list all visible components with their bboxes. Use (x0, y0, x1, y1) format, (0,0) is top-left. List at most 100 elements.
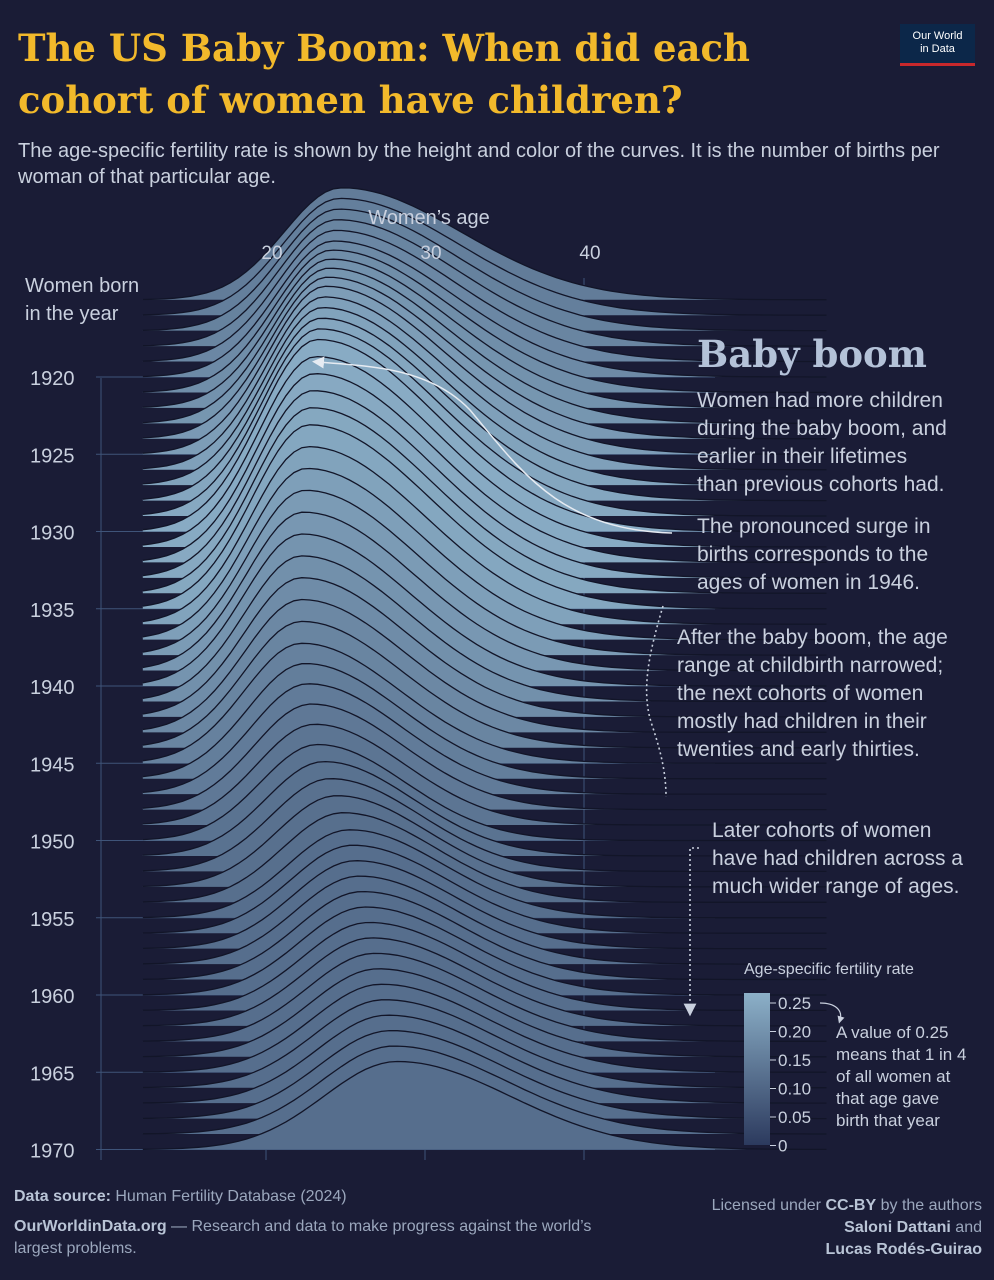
ridge-line-1937 (142, 467, 827, 641)
y-axis-title-line1: Women born (25, 275, 139, 297)
note1-line: than previous cohorts had. (697, 473, 945, 496)
ridge-line-1926 (142, 296, 827, 471)
ridge-line-1920 (142, 240, 827, 378)
x-axis-title: Women’s age (368, 207, 490, 229)
ridge-line-1929 (142, 328, 827, 517)
legend-ticks: 0.25 0.20 0.15 0.10 0.05 0 (770, 994, 811, 1156)
ridge-line-1922 (142, 258, 827, 409)
y-tick-label: 1970 (30, 1141, 75, 1163)
note4-line: Later cohorts of women (712, 819, 931, 842)
ridge-line-1933 (142, 390, 827, 579)
ridge-line-1966 (142, 999, 827, 1089)
x-tick-label: 20 (261, 243, 282, 264)
y-tick-label: 1930 (30, 523, 75, 545)
x-tick-label: 40 (579, 243, 600, 264)
legend-tick-label: 0 (778, 1137, 787, 1156)
ridge-line-1941 (142, 555, 827, 703)
narrowing-bracket (645, 605, 667, 798)
note2-line: ages of women in 1946. (697, 571, 920, 594)
ridge-line-1955 (142, 829, 827, 919)
ridge-line-1935 (142, 424, 827, 610)
site-tagline: — Research and data to make progress aga… (14, 1218, 592, 1257)
license-link[interactable]: CC-BY (825, 1197, 877, 1214)
note3-line: After the baby boom, the age (677, 626, 948, 649)
note1-line: Women had more children (697, 389, 943, 412)
note3-line: mostly had children in their (677, 710, 927, 733)
y-tick-label: 1935 (30, 600, 75, 622)
ridge-line-1927 (142, 306, 827, 486)
authors-and: and (955, 1219, 982, 1236)
ridge-series (142, 187, 827, 1151)
baby-boom-heading: Baby boom (697, 332, 927, 376)
ridge-line-1945 (142, 642, 827, 764)
ridge-line-1958 (142, 875, 827, 965)
ridge-line-1949 (142, 723, 827, 826)
legend-note-arrow (819, 1002, 845, 1024)
note2-line: The pronounced surge in (697, 515, 931, 538)
y-tick-label: 1925 (30, 445, 75, 467)
ridge-line-1970 (142, 1060, 827, 1151)
ridge-line-1924 (142, 276, 827, 440)
ridge-line-1939 (142, 511, 827, 672)
x-tick-label: 30 (420, 243, 441, 264)
owid-logo[interactable]: Our World in Data (900, 24, 975, 66)
ridge-line-1916 (142, 197, 827, 316)
ridge-line-1965 (142, 983, 827, 1073)
ridge-line-1952 (142, 778, 827, 873)
author-1: Saloni Dattani (844, 1219, 951, 1236)
author-2: Lucas Rodés-Guirao (825, 1241, 982, 1258)
y-tick-label: 1965 (30, 1063, 75, 1085)
ridge-line-1956 (142, 844, 827, 934)
site-link[interactable]: OurWorldinData.org (14, 1218, 167, 1235)
ridge-line-1968 (142, 1029, 827, 1120)
note3-line: the next cohorts of women (677, 682, 923, 705)
ridge-fill-1970 (142, 1061, 827, 1150)
ridge-line-1936 (142, 445, 827, 625)
legend-tick-label: 0.05 (778, 1108, 811, 1127)
ridge-line-1950 (142, 743, 827, 842)
legend_note-line: means that 1 in 4 (836, 1045, 966, 1064)
y-axis-title-line2: in the year (25, 303, 119, 325)
annotation-notes: Women had more children during the baby b… (677, 389, 966, 1130)
y-tick-label: 1955 (30, 909, 75, 931)
ridge-line-1917 (142, 208, 827, 332)
legend_note-line: A value of 0.25 (836, 1023, 948, 1042)
note3-line: twenties and early thirties. (677, 738, 920, 761)
ridge-line-1940 (142, 533, 827, 687)
ridge-line-1923 (142, 267, 827, 424)
legend-tick-label: 0.25 (778, 994, 811, 1013)
ridge-line-1946 (142, 662, 827, 780)
page-title: The US Baby Boom: When did each cohort o… (18, 26, 750, 122)
ridge-line-1961 (142, 921, 827, 1012)
axis-labels: 20 30 40 1920 1925 1930 1935 1940 1945 1950 1955 19… (30, 243, 601, 1163)
ridge-line-1918 (142, 219, 827, 347)
license-prefix: Licensed under (711, 1197, 822, 1214)
logo-line-2: in Data (920, 43, 955, 55)
ridge-line-1928 (142, 317, 827, 502)
legend_note-line: that age gave (836, 1089, 939, 1108)
ridge-line-1951 (142, 760, 827, 857)
ridge-line-1963 (142, 952, 827, 1042)
source-label: Data source: (14, 1188, 111, 1205)
license-by: by the authors (880, 1197, 982, 1214)
ridge-line-1930 (142, 338, 827, 533)
ridge-line-1957 (142, 860, 827, 950)
footer-license: Licensed under CC-BY by the authors Salo… (682, 1195, 982, 1261)
ridge-line-1931 (142, 355, 827, 548)
later-cohorts-arrow (683, 847, 699, 1017)
ridge-line-1942 (142, 577, 827, 718)
ridge-line-1921 (142, 249, 827, 394)
note3-line: range at childbirth narrowed; (677, 654, 943, 677)
baby-boom-arrow (312, 356, 673, 534)
ridge-line-1938 (142, 489, 827, 656)
ridge-line-1962 (142, 937, 827, 1027)
page-subtitle: The age-specific fertility rate is shown… (18, 140, 940, 188)
note4-line: much wider range of ages. (712, 875, 959, 898)
ridge-line-1964 (142, 968, 827, 1058)
source-text: Human Fertility Database (2024) (115, 1188, 347, 1205)
note1-line: earlier in their lifetimes (697, 445, 907, 468)
note2-line: births corresponds to the (697, 543, 928, 566)
y-tick-label: 1940 (30, 677, 75, 699)
legend-color-bar (744, 993, 770, 1145)
